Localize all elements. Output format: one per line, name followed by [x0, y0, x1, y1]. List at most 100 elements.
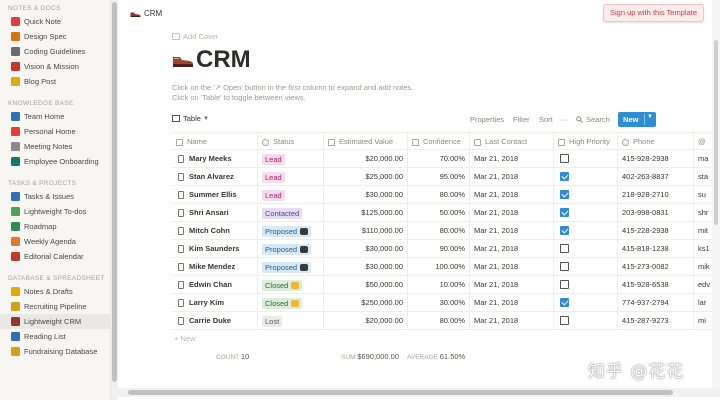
cell-status[interactable]: Lead — [258, 168, 324, 186]
cell-name[interactable]: Summer Ellis — [172, 186, 258, 204]
cell-phone[interactable]: 203-998-0831 — [618, 204, 694, 222]
cell-hp[interactable] — [554, 204, 618, 222]
table-row[interactable]: Mike Mendez Proposed $30,000.00 100.00% Mar … — [172, 258, 712, 276]
cell-value[interactable]: $30,000.00 — [324, 240, 408, 258]
more-options-button[interactable]: ··· — [560, 115, 568, 124]
cell-conf[interactable]: 90.00% — [408, 240, 470, 258]
average-aggregate[interactable]: AVERAGE 61.50% — [407, 352, 465, 361]
cell-status[interactable]: Proposed — [258, 258, 324, 276]
cell-at[interactable]: mi — [694, 312, 712, 330]
cell-at[interactable]: mit — [694, 222, 712, 240]
cell-status[interactable]: Closed — [258, 276, 324, 294]
sidebar-item[interactable]: Lightweight CRM — [0, 314, 110, 329]
header-last-contact[interactable]: Last Contact — [470, 133, 554, 151]
cell-conf[interactable]: 95.00% — [408, 168, 470, 186]
table-row[interactable]: Shri Ansari Contacted $125,000.00 50.00% Mar… — [172, 204, 712, 222]
sidebar-item[interactable]: Personal Home — [0, 124, 110, 139]
cell-conf[interactable]: 100.00% — [408, 258, 470, 276]
cell-conf[interactable]: 80.00% — [408, 312, 470, 330]
sidebar-item[interactable]: Weekly Agenda — [0, 234, 110, 249]
cell-at[interactable]: lar — [694, 294, 712, 312]
header-name[interactable]: Name — [172, 133, 258, 151]
cell-value[interactable]: $50,000.00 — [324, 276, 408, 294]
horizontal-scrollbar[interactable] — [118, 388, 720, 397]
sidebar-item[interactable]: Vision & Mission — [0, 59, 110, 74]
cell-name[interactable]: Carrie Duke — [172, 312, 258, 330]
properties-button[interactable]: Properties — [470, 115, 505, 124]
cell-value[interactable]: $250,000.00 — [324, 294, 408, 312]
cell-name[interactable]: Kim Saunders — [172, 240, 258, 258]
cell-at[interactable]: sta — [694, 168, 712, 186]
sidebar-item[interactable]: Recruiting Pipeline — [0, 299, 110, 314]
cell-last[interactable]: Mar 21, 2018 — [470, 222, 554, 240]
cell-value[interactable]: $30,000.00 — [324, 258, 408, 276]
cell-name[interactable]: Mitch Cohn — [172, 222, 258, 240]
header-email[interactable]: @ — [694, 133, 712, 151]
cell-value[interactable]: $30,000.00 — [324, 186, 408, 204]
cell-phone[interactable]: 415-228-2938 — [618, 222, 694, 240]
sum-aggregate[interactable]: SUM $690,000.00 — [341, 352, 399, 361]
cell-hp[interactable] — [554, 240, 618, 258]
cell-status[interactable]: Lost — [258, 312, 324, 330]
cell-name[interactable]: Edwin Chan — [172, 276, 258, 294]
cell-conf[interactable]: 50.00% — [408, 204, 470, 222]
table-row[interactable]: Edwin Chan Closed $50,000.00 10.00% Mar 21, … — [172, 276, 712, 294]
breadcrumb[interactable]: CRM — [130, 9, 162, 18]
cell-name[interactable]: Mike Mendez — [172, 258, 258, 276]
header-estimated-value[interactable]: Estimated Value — [324, 133, 408, 151]
cell-phone[interactable]: 218-928-2710 — [618, 186, 694, 204]
cell-conf[interactable]: 80.00% — [408, 222, 470, 240]
chevron-down-icon[interactable]: ▼ — [647, 114, 653, 120]
cell-name[interactable]: Mary Meeks — [172, 150, 258, 168]
cell-conf[interactable]: 30.00% — [408, 294, 470, 312]
cell-at[interactable]: ks1 — [694, 240, 712, 258]
cell-value[interactable]: $20,000.00 — [324, 312, 408, 330]
table-row[interactable]: Larry Kim Closed $250,000.00 30.00% Mar 21, … — [172, 294, 712, 312]
filter-button[interactable]: Filter — [513, 115, 530, 124]
search-button[interactable]: Search — [576, 115, 610, 124]
cell-last[interactable]: Mar 21, 2018 — [470, 168, 554, 186]
sidebar-item[interactable]: Lightweight To-dos — [0, 204, 110, 219]
cell-status[interactable]: Proposed — [258, 240, 324, 258]
cell-hp[interactable] — [554, 222, 618, 240]
cell-phone[interactable]: 415-818-1238 — [618, 240, 694, 258]
signup-button[interactable]: Sign up with this Template — [603, 4, 704, 22]
add-new-row-button[interactable]: + New — [174, 334, 196, 343]
sidebar-item[interactable]: Fundraising Database — [0, 344, 110, 359]
table-row[interactable]: Stan Alvarez Lead $25,000.00 95.00% Mar 21, … — [172, 168, 712, 186]
high-priority-checkbox[interactable] — [560, 154, 569, 163]
cell-name[interactable]: Shri Ansari — [172, 204, 258, 222]
cell-hp[interactable] — [554, 258, 618, 276]
high-priority-checkbox[interactable] — [560, 190, 569, 199]
horizontal-scrollbar-thumb[interactable] — [128, 390, 673, 395]
table-row[interactable]: Mary Meeks Lead $20,000.00 70.00% Mar 21, 20… — [172, 150, 712, 168]
high-priority-checkbox[interactable] — [560, 208, 569, 217]
cell-at[interactable]: shr — [694, 204, 712, 222]
sidebar-item[interactable]: Meeting Notes — [0, 139, 110, 154]
sidebar-item[interactable]: Coding Guidelines — [0, 44, 110, 59]
cell-value[interactable]: $25,000.00 — [324, 168, 408, 186]
sidebar-item[interactable]: Reading List — [0, 329, 110, 344]
cell-last[interactable]: Mar 21, 2018 — [470, 150, 554, 168]
high-priority-checkbox[interactable] — [560, 298, 569, 307]
header-high-priority[interactable]: High Priority — [554, 133, 618, 151]
cell-last[interactable]: Mar 21, 2018 — [470, 276, 554, 294]
cell-hp[interactable] — [554, 186, 618, 204]
sidebar-item[interactable]: Roadmap — [0, 219, 110, 234]
header-confidence[interactable]: Confidence — [408, 133, 470, 151]
cell-at[interactable]: su — [694, 186, 712, 204]
high-priority-checkbox[interactable] — [560, 172, 569, 181]
sidebar-item[interactable]: Editorial Calendar — [0, 249, 110, 264]
sidebar-item[interactable]: Employee Onboarding — [0, 154, 110, 169]
cell-status[interactable]: Contacted — [258, 204, 324, 222]
new-button[interactable]: New ▼ — [618, 112, 656, 127]
sidebar-scrollbar[interactable] — [111, 0, 118, 400]
table-row[interactable]: Summer Ellis Lead $30,000.00 80.00% Mar 21, … — [172, 186, 712, 204]
cell-last[interactable]: Mar 21, 2018 — [470, 186, 554, 204]
cell-hp[interactable] — [554, 294, 618, 312]
cell-phone[interactable]: 415-273-0082 — [618, 258, 694, 276]
cell-last[interactable]: Mar 21, 2018 — [470, 258, 554, 276]
cell-conf[interactable]: 70.00% — [408, 150, 470, 168]
high-priority-checkbox[interactable] — [560, 226, 569, 235]
cell-phone[interactable]: 415-928-2938 — [618, 150, 694, 168]
